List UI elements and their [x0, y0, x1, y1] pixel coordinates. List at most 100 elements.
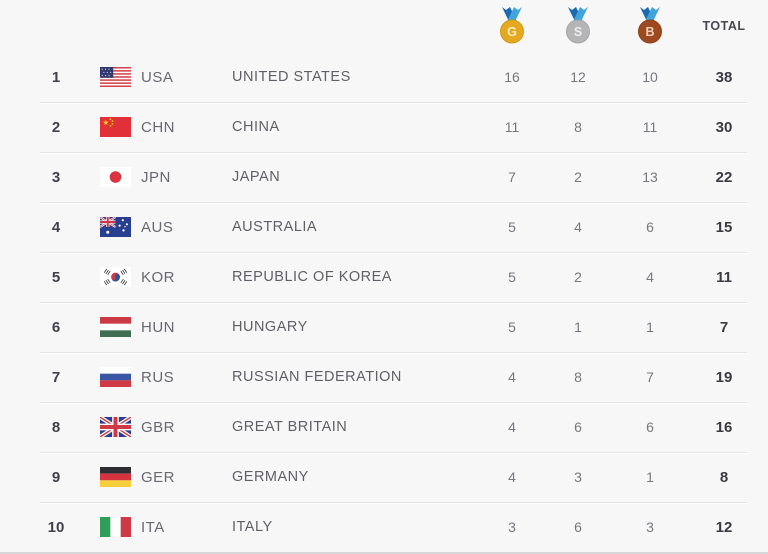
- medal-table-row[interactable]: 5 KOR REPUBLIC OF KOREA 5 2 4 11: [0, 252, 768, 302]
- medal-table-row[interactable]: 7 RUS RUSSIAN FEDERATION 4 8 7 19: [0, 352, 768, 402]
- country-name: GREAT BRITAIN: [232, 419, 348, 435]
- medal-table-row[interactable]: 2 CHN CHINA 11 8 11 30: [0, 102, 768, 152]
- country-code: GER: [141, 468, 176, 486]
- medal-table-row[interactable]: 1 USA UNITED STATES 16 12 10 38: [0, 52, 768, 102]
- silver-medal-icon: S: [548, 7, 608, 45]
- country-flag-icon: [100, 517, 131, 537]
- total-count: 38: [715, 68, 733, 86]
- country-code: GBR: [141, 418, 176, 436]
- gold-count: 4: [508, 469, 516, 485]
- gold-count: 16: [504, 69, 520, 85]
- rank-value: 7: [51, 368, 61, 386]
- country-code: JPN: [141, 168, 171, 186]
- country-flag-icon: [100, 67, 131, 87]
- total-count: 11: [716, 268, 732, 286]
- country-flag-icon: [100, 117, 131, 137]
- silver-count: 2: [574, 169, 582, 185]
- rank-value: 2: [51, 118, 61, 136]
- bronze-count: 10: [642, 69, 658, 85]
- table-header: G S B TOTAL: [0, 0, 768, 52]
- bronze-count: 6: [646, 219, 654, 235]
- total-count: 15: [715, 218, 733, 236]
- country-code: KOR: [141, 268, 176, 286]
- total-count: 22: [715, 168, 733, 186]
- svg-text:B: B: [645, 25, 654, 39]
- silver-count: 1: [574, 319, 582, 335]
- bronze-count: 13: [642, 169, 658, 185]
- country-flag-icon: [100, 417, 131, 437]
- rank-value: 4: [51, 218, 61, 236]
- bronze-count: 1: [646, 469, 654, 485]
- silver-count: 6: [574, 419, 582, 435]
- total-count: 12: [715, 518, 733, 536]
- country-code: HUN: [141, 318, 175, 336]
- country-code: USA: [141, 68, 174, 86]
- medal-table-row[interactable]: 4 AUS AUSTRALIA 5 4 6 15: [0, 202, 768, 252]
- medal-table-row[interactable]: 6 HUN HUNGARY 5 1 1 7: [0, 302, 768, 352]
- silver-count: 8: [574, 369, 582, 385]
- medal-table-row[interactable]: 10 ITA ITALY 3 6 3 12: [0, 502, 768, 552]
- silver-count: 3: [574, 469, 582, 485]
- rank-value: 8: [51, 418, 61, 436]
- rank-value: 3: [51, 168, 61, 186]
- rank-value: 9: [51, 468, 61, 486]
- bronze-count: 1: [646, 319, 654, 335]
- total-count: 30: [715, 118, 733, 136]
- country-name: GERMANY: [232, 469, 309, 485]
- gold-count: 7: [508, 169, 516, 185]
- gold-count: 5: [508, 219, 516, 235]
- medal-table-row[interactable]: 9 GER GERMANY 4 3 1 8: [0, 452, 768, 502]
- country-flag-icon: [100, 467, 131, 487]
- gold-count: 5: [508, 269, 516, 285]
- country-name: HUNGARY: [232, 319, 308, 335]
- total-count: 7: [719, 318, 729, 336]
- rank-value: 5: [51, 268, 61, 286]
- country-flag-icon: [100, 367, 131, 387]
- total-count: 16: [715, 418, 733, 436]
- country-code: CHN: [141, 118, 175, 136]
- total-count: 8: [719, 468, 729, 486]
- bronze-count: 6: [646, 419, 654, 435]
- country-name: REPUBLIC OF KOREA: [232, 269, 392, 285]
- medal-table-row[interactable]: 8 GBR GREAT BRITAIN 4 6 6 16: [0, 402, 768, 452]
- silver-count: 2: [574, 269, 582, 285]
- country-name: AUSTRALIA: [232, 219, 318, 235]
- medal-rows: 1 USA UNITED STATES 16 12 10 38 2 CHN CH…: [0, 52, 768, 552]
- bronze-count: 7: [646, 369, 654, 385]
- gold-count: 3: [508, 519, 516, 535]
- total-count: 19: [715, 368, 733, 386]
- gold-count: 4: [508, 369, 516, 385]
- country-name: JAPAN: [232, 169, 281, 185]
- bronze-count: 3: [646, 519, 654, 535]
- country-code: ITA: [141, 518, 165, 536]
- silver-count: 12: [570, 69, 586, 85]
- gold-count: 5: [508, 319, 516, 335]
- country-name: ITALY: [232, 519, 273, 535]
- silver-count: 4: [574, 219, 582, 235]
- country-flag-icon: [100, 167, 131, 187]
- bronze-medal-icon: B: [620, 7, 680, 45]
- gold-medal-icon: G: [482, 7, 542, 45]
- rank-value: 10: [47, 518, 65, 536]
- country-flag-icon: [100, 217, 131, 237]
- gold-count: 11: [504, 119, 520, 135]
- country-name: UNITED STATES: [232, 69, 351, 85]
- medal-table-row[interactable]: 3 JPN JAPAN 7 2 13 22: [0, 152, 768, 202]
- silver-count: 6: [574, 519, 582, 535]
- total-column-header: TOTAL: [702, 19, 746, 33]
- country-flag-icon: [100, 267, 131, 287]
- country-code: RUS: [141, 368, 175, 386]
- country-flag-icon: [100, 317, 131, 337]
- svg-text:G: G: [507, 25, 517, 39]
- silver-count: 8: [574, 119, 582, 135]
- rank-value: 6: [51, 318, 61, 336]
- country-name: RUSSIAN FEDERATION: [232, 369, 402, 385]
- country-code: AUS: [141, 218, 174, 236]
- svg-text:S: S: [574, 25, 582, 39]
- country-name: CHINA: [232, 119, 280, 135]
- gold-count: 4: [508, 419, 516, 435]
- bronze-count: 4: [646, 269, 654, 285]
- rank-value: 1: [51, 68, 61, 86]
- bronze-count: 11: [642, 119, 658, 135]
